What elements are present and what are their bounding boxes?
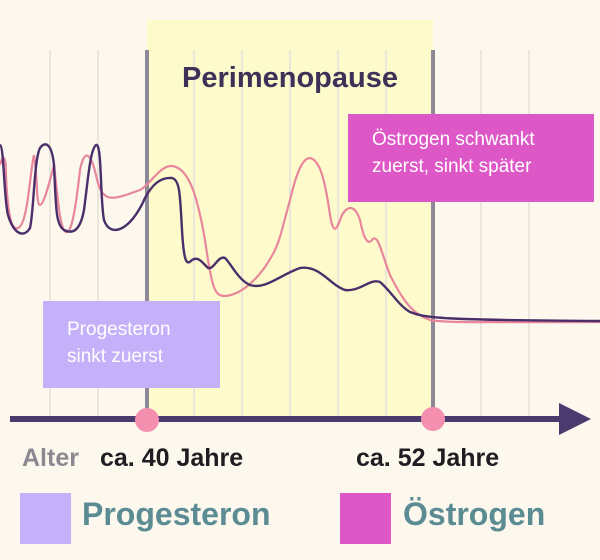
legend-swatch-estrogen: [340, 493, 391, 544]
legend-swatch-progesterone: [20, 493, 71, 544]
phase-title: Perimenopause: [182, 62, 398, 94]
estrogen-annotation: Östrogen schwankt zuerst, sinkt später: [348, 114, 594, 202]
legend-label-progesterone: Progesteron: [82, 496, 271, 532]
estrogen-annotation-line-1: Östrogen schwankt: [372, 129, 535, 150]
estrogen-curve: [0, 154, 600, 324]
marker-40-dot: [135, 408, 159, 432]
age-label-40: ca. 40 Jahre: [100, 444, 244, 472]
marker-52-dot: [421, 407, 445, 431]
progesterone-annotation-line-2: sinkt zuerst: [67, 346, 164, 367]
age-label-52: ca. 52 Jahre: [356, 444, 500, 472]
axis-label: Alter: [22, 444, 79, 472]
estrogen-annotation-line-2: zuerst, sinkt später: [372, 156, 532, 177]
legend-label-estrogen: Östrogen: [403, 496, 546, 532]
progesterone-curve: [0, 143, 600, 323]
progesterone-annotation-line-1: Progesteron: [67, 319, 171, 340]
axis-arrow-icon: [559, 403, 591, 435]
progesterone-annotation: Progesteron sinkt zuerst: [43, 301, 220, 388]
grid-lines: [49, 50, 530, 418]
